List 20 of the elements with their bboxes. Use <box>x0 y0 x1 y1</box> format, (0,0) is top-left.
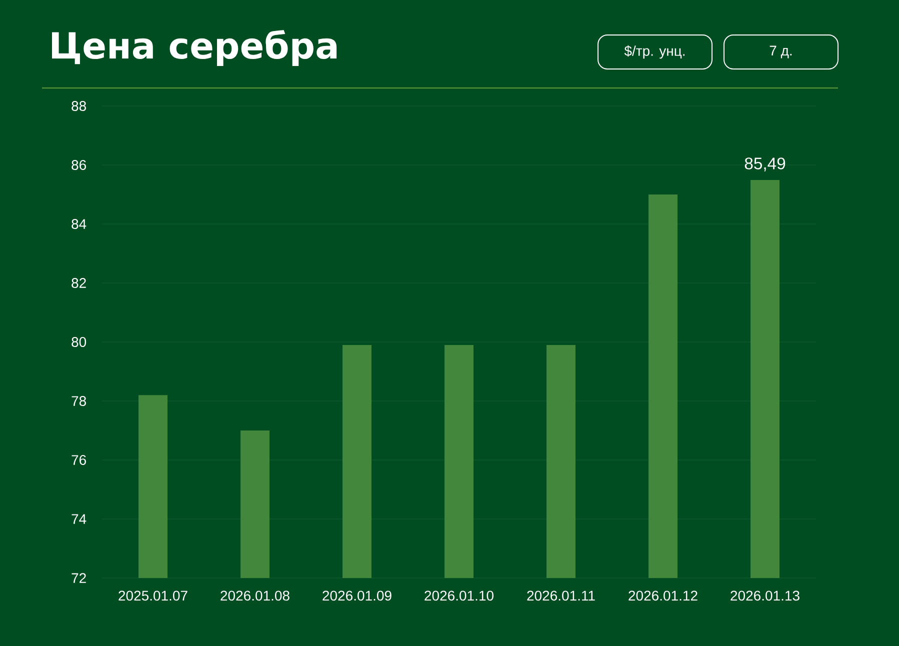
x-tick-label: 2026.01.12 <box>628 590 698 601</box>
x-tick-label: 2026.01.13 <box>730 590 800 601</box>
y-tick-label: 80 <box>72 337 86 347</box>
x-tick-label: 2026.01.09 <box>322 590 392 601</box>
y-tick-label: 84 <box>72 219 86 229</box>
text: 7 д. <box>770 46 792 58</box>
y-tick-label: 78 <box>72 396 86 406</box>
y-tick-label: 72 <box>72 573 86 583</box>
text: $/тр. унц. <box>624 45 685 59</box>
x-tick-label: 2026.01.08 <box>220 590 290 601</box>
x-tick-label: 2026.01.11 <box>527 590 595 601</box>
data-label: 85,49 <box>744 158 786 172</box>
y-tick-label: 76 <box>72 455 86 465</box>
x-tick-label: 2026.01.10 <box>424 590 494 601</box>
y-tick-label: 82 <box>72 278 86 288</box>
y-tick-label: 88 <box>72 101 86 111</box>
chart-title: Цена серебра <box>52 30 337 66</box>
y-tick-label: 74 <box>72 514 86 524</box>
y-tick-label: 86 <box>72 160 86 170</box>
x-tick-label: 2025.01.07 <box>118 590 188 601</box>
